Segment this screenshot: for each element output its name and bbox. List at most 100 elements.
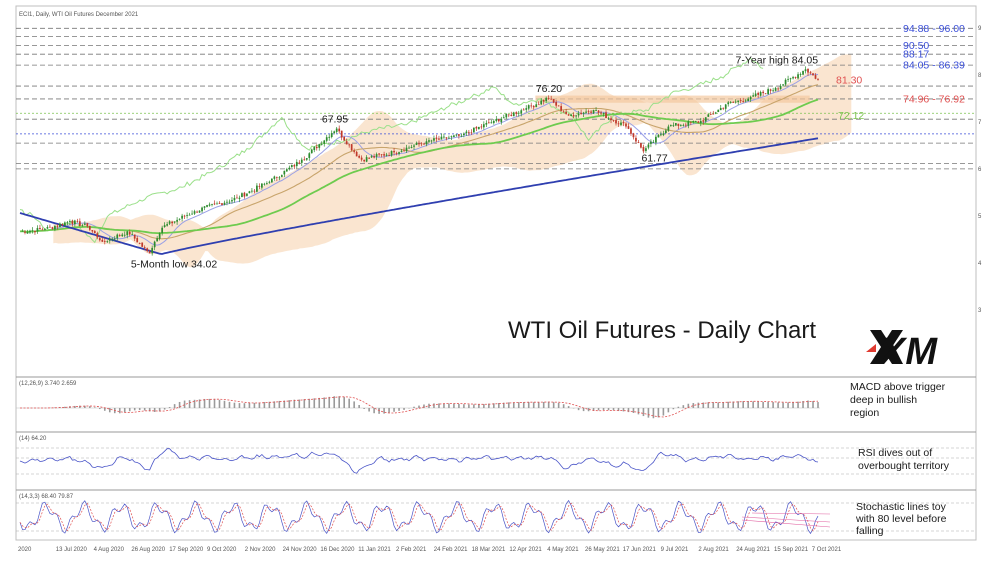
candle-body <box>742 101 745 102</box>
annotation-line: Stochastic lines toy <box>856 501 947 513</box>
candle-body <box>201 207 203 212</box>
candle-body <box>393 151 395 153</box>
candle-body <box>687 121 690 126</box>
candle-body <box>717 109 720 113</box>
candle-body <box>662 133 665 136</box>
candle-body <box>216 203 218 205</box>
macd-histogram-bar <box>333 396 336 408</box>
candle-body <box>270 178 273 183</box>
candle-body <box>762 91 765 94</box>
candle-body <box>303 159 306 161</box>
candle-body <box>640 143 642 148</box>
macd-histogram-bar <box>84 405 86 408</box>
resistance-zone <box>535 95 810 103</box>
candle-body <box>487 122 490 124</box>
macd-histogram-bar <box>797 401 799 408</box>
candle-body <box>642 146 645 152</box>
candle-body <box>315 146 318 149</box>
candle-body <box>530 105 533 107</box>
candle-body <box>161 227 164 233</box>
xm-logo-text: XM <box>878 331 938 373</box>
macd-histogram-bar <box>657 408 660 418</box>
candle-body <box>737 100 740 102</box>
candle-body <box>221 203 223 205</box>
macd-histogram-bar <box>223 400 226 408</box>
macd-histogram-bar <box>423 404 425 408</box>
macd-histogram-bar <box>318 397 321 408</box>
macd-pane <box>16 396 820 419</box>
macd-histogram-bar <box>258 402 261 408</box>
candle-body <box>495 118 498 121</box>
candle-body <box>497 119 500 122</box>
candle-body <box>323 140 326 144</box>
candle-body <box>56 225 59 227</box>
candle-body <box>64 222 66 226</box>
y-tick-label: 4 <box>978 261 982 267</box>
candle-body <box>133 234 136 239</box>
candle-body <box>789 78 792 80</box>
macd-histogram-bar <box>582 408 585 412</box>
macd-label: (12,26,9) 3.740 2.659 <box>19 381 77 387</box>
candle-body <box>752 95 755 97</box>
x-tick-label: 24 Aug 2021 <box>736 547 770 553</box>
candle-body <box>814 75 817 79</box>
macd-histogram-bar <box>652 408 655 419</box>
candle-body <box>674 123 677 126</box>
macd-histogram-bar <box>622 408 625 412</box>
candle-body <box>121 234 124 237</box>
macd-histogram-bar <box>138 408 141 411</box>
candle-body <box>308 153 311 158</box>
price-annotation: 7-Year high 84.05 <box>736 54 819 66</box>
candle-body <box>423 143 425 145</box>
macd-histogram-bar <box>313 398 316 408</box>
macd-histogram-bar <box>662 408 665 416</box>
macd-histogram-bar <box>183 400 186 408</box>
candle-body <box>694 120 697 122</box>
rsi-line <box>19 448 819 474</box>
candle-body <box>480 126 483 128</box>
macd-histogram-bar <box>812 400 814 408</box>
macd-histogram-bar <box>298 399 301 408</box>
x-tick-label: 4 May 2021 <box>547 547 579 553</box>
candle-body <box>570 114 572 116</box>
macd-histogram-bar <box>74 405 76 408</box>
candle-body <box>51 227 54 229</box>
macd-histogram-bar <box>512 402 515 408</box>
candle-body <box>724 104 727 109</box>
macd-histogram-bar <box>433 403 435 408</box>
macd-histogram-bar <box>697 402 700 408</box>
candle-body <box>325 137 328 141</box>
candle-body <box>213 203 216 205</box>
macd-histogram-bar <box>468 404 470 408</box>
candle-body <box>93 231 96 234</box>
candle-body <box>597 110 600 113</box>
candle-body <box>657 135 660 138</box>
candle-body <box>29 230 31 233</box>
candle-body <box>300 159 303 163</box>
rsi-annotation: RSI dives out of overbought territory <box>858 447 950 472</box>
rsi-label: (14) 64.20 <box>19 436 47 442</box>
candle-body <box>418 143 420 145</box>
candle-body <box>727 102 730 105</box>
candle-body <box>91 230 94 232</box>
candle-body <box>565 112 568 114</box>
x-tick-label: 2020 <box>18 547 32 553</box>
candle-body <box>81 225 84 227</box>
candle-body <box>390 151 393 156</box>
candle-body <box>176 219 178 222</box>
candle-body <box>607 117 610 119</box>
candle-body <box>590 111 592 113</box>
candle-body <box>577 113 580 116</box>
candle-body <box>395 153 398 154</box>
x-tick-label: 26 May 2021 <box>585 547 620 553</box>
candle-body <box>290 165 293 168</box>
rsi-pane <box>16 447 976 475</box>
candle-body <box>502 117 505 119</box>
macd-histogram-bar <box>667 408 670 413</box>
y-tick-label: 7 <box>978 120 982 126</box>
macd-histogram-bar <box>348 398 350 408</box>
candle-body <box>151 247 154 254</box>
macd-histogram-bar <box>707 402 710 408</box>
annotation-line: with 80 level before <box>855 513 947 525</box>
candle-body <box>627 126 630 129</box>
